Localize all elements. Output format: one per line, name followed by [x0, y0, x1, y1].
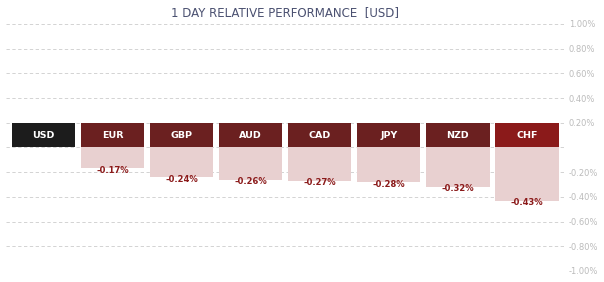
Bar	[495, 147, 559, 201]
Bar	[150, 123, 213, 147]
Bar	[11, 123, 76, 147]
Bar	[288, 123, 352, 147]
Bar	[219, 147, 283, 180]
Text: NZD: NZD	[446, 131, 469, 140]
Text: -0.24%: -0.24%	[165, 175, 198, 184]
Text: -0.43%: -0.43%	[510, 198, 543, 207]
Bar	[495, 123, 559, 147]
Text: -0.28%: -0.28%	[373, 180, 405, 189]
Bar	[426, 123, 489, 147]
Bar	[426, 147, 489, 187]
Bar	[81, 123, 144, 147]
Title: 1 DAY RELATIVE PERFORMANCE  [USD]: 1 DAY RELATIVE PERFORMANCE [USD]	[171, 6, 399, 19]
Text: -0.26%: -0.26%	[234, 177, 267, 186]
Text: AUD: AUD	[239, 131, 262, 140]
Bar	[219, 123, 283, 147]
Bar	[357, 123, 420, 147]
Text: -0.32%: -0.32%	[442, 184, 474, 193]
Text: CHF: CHF	[516, 131, 538, 140]
Bar	[81, 147, 144, 168]
Bar	[150, 147, 213, 177]
Text: GBP: GBP	[170, 131, 193, 140]
Text: EUR: EUR	[102, 131, 123, 140]
Text: USD: USD	[33, 131, 55, 140]
Bar	[288, 147, 352, 181]
Text: -0.27%: -0.27%	[303, 178, 336, 187]
Text: CAD: CAD	[309, 131, 331, 140]
Text: JPY: JPY	[380, 131, 397, 140]
Text: -0.17%: -0.17%	[96, 166, 129, 175]
Bar	[357, 147, 420, 182]
